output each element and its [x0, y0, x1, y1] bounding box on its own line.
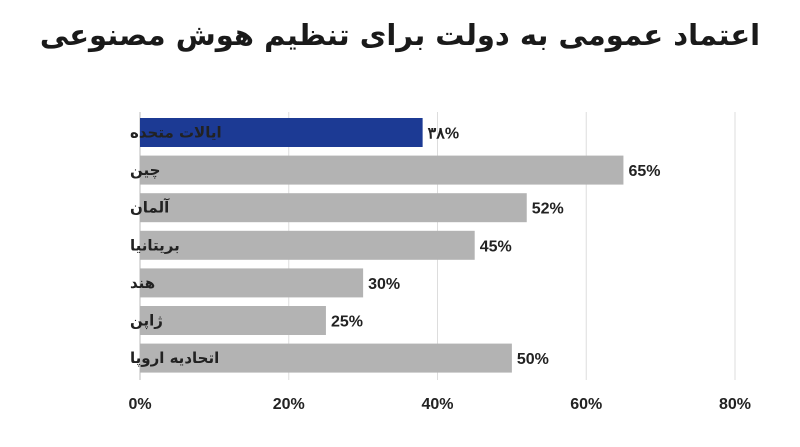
category-label: هند [130, 274, 155, 292]
value-label: ۳۸% [428, 126, 459, 143]
bar [140, 155, 624, 185]
x-tick-label: 40% [421, 396, 453, 413]
value-label: 52% [532, 201, 564, 218]
bar [140, 118, 423, 147]
category-label: اتحادیه اروپا [130, 349, 219, 368]
bar [140, 193, 527, 223]
bar [140, 306, 326, 335]
value-label: 30% [368, 276, 400, 293]
chart-title: اعتماد عمومی به دولت برای تنظیم هوش مصنو… [39, 18, 761, 52]
labels: 0% 20% 40% 60% 80% ایالات متحده ۳۸% چین 65% آلمان… [128, 124, 751, 414]
bars [140, 118, 624, 373]
value-label: 65% [628, 163, 660, 180]
category-label: بریتانیا [130, 236, 180, 254]
bar [140, 230, 475, 260]
category-label: آلمان [130, 199, 170, 217]
value-label: 45% [480, 238, 512, 255]
category-label: ایالات متحده [130, 124, 222, 142]
x-tick-label: 60% [570, 396, 602, 413]
bar [140, 268, 364, 298]
x-tick-label: 20% [273, 396, 305, 413]
x-tick-label: 0% [128, 396, 151, 413]
x-tick-label: 80% [719, 396, 751, 413]
value-label: 50% [517, 351, 549, 368]
bar [140, 343, 512, 373]
category-label: چین [130, 161, 160, 180]
category-label: ژاپن [130, 312, 163, 331]
value-label: 25% [331, 314, 363, 331]
